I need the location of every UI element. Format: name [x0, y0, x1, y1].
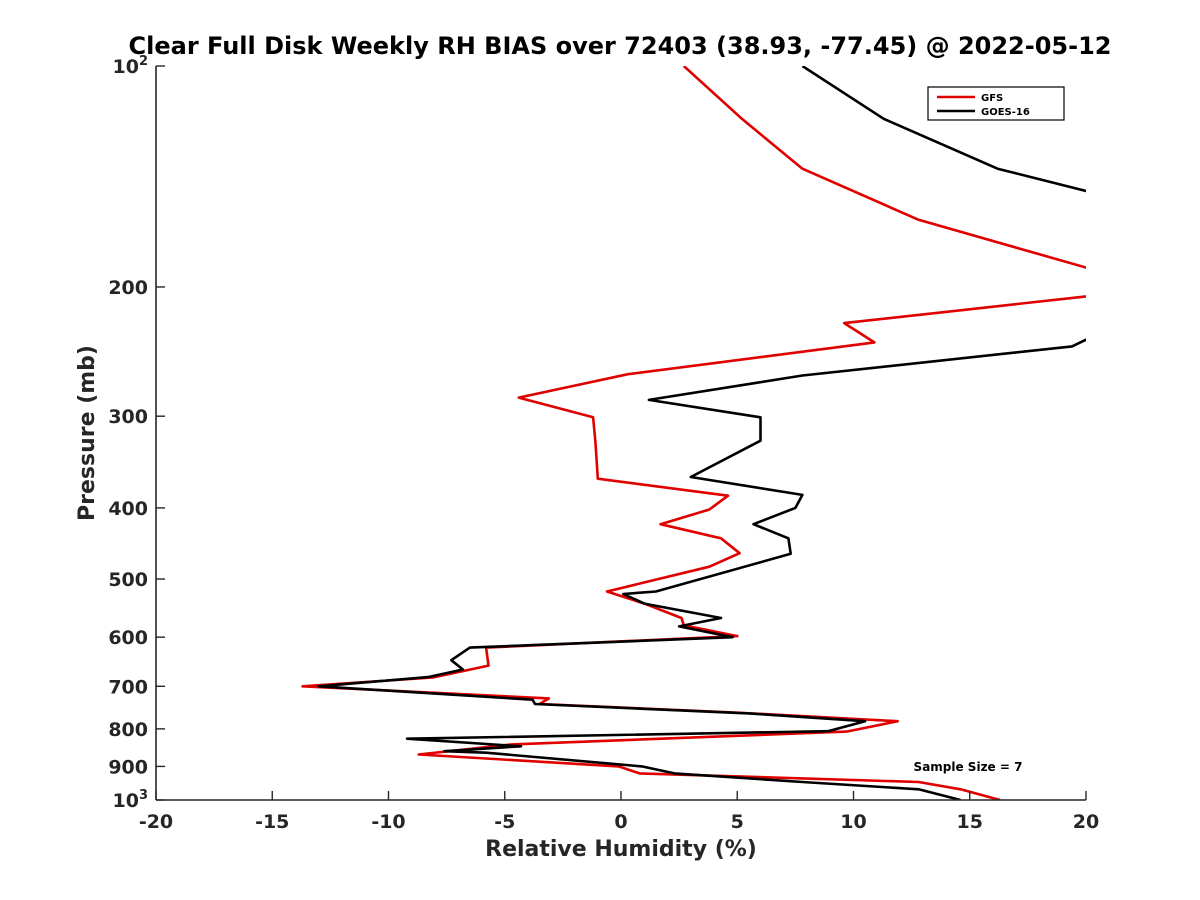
y-tick-label: 700	[108, 676, 148, 698]
x-tick-label: -20	[139, 811, 173, 833]
x-tick-label: 10	[840, 811, 866, 833]
legend-box	[927, 86, 1065, 121]
x-ticks: -20 -15 -10 -5 0 5 10 15 20	[139, 791, 1099, 833]
y-tick-label: 500	[108, 569, 148, 591]
legend-label-gfs: GFS	[981, 93, 1003, 104]
chart-title: Clear Full Disk Weekly RH BIAS over 7240…	[129, 32, 1112, 60]
y-tick-label: 900	[108, 756, 148, 778]
series-line-gfs	[301, 66, 1086, 800]
y-tick-label: 200	[108, 277, 148, 299]
x-tick-label: -10	[371, 811, 405, 833]
series-line-goes16	[317, 66, 1086, 800]
x-tick-label: 5	[731, 811, 744, 833]
y-tick-label: 600	[108, 627, 148, 649]
x-tick-label: -5	[494, 811, 515, 833]
x-tick-label: 15	[957, 811, 983, 833]
sample-size-annotation: Sample Size = 7	[914, 760, 1023, 774]
y-tick-label: 800	[108, 719, 148, 741]
y-tick-label: 103	[113, 788, 149, 812]
y-tick-label: 300	[108, 406, 148, 428]
x-axis-label: Relative Humidity (%)	[485, 837, 757, 862]
y-ticks: 102 200 300 400 500 600 700 800 900 103	[108, 54, 165, 812]
x-tick-label: -15	[255, 811, 289, 833]
x-tick-label: 20	[1073, 811, 1099, 833]
y-axis-label: Pressure (mb)	[75, 345, 100, 521]
y-tick-label: 400	[108, 498, 148, 520]
legend: GFS GOES-16	[927, 86, 1065, 121]
x-tick-label: 0	[614, 811, 627, 833]
series-layer	[301, 66, 1086, 800]
y-tick-label: 102	[113, 54, 149, 78]
legend-label-goes16: GOES-16	[981, 107, 1030, 118]
